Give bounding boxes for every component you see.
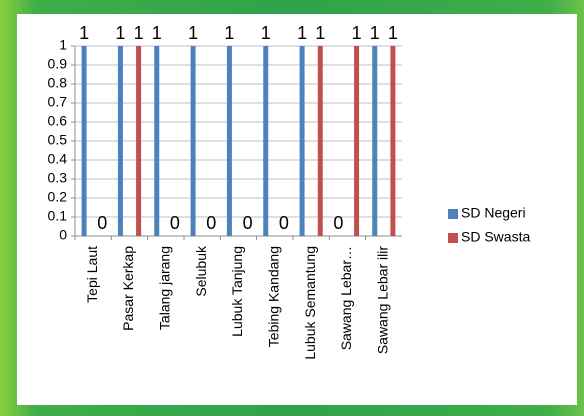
data-label: 1 bbox=[152, 23, 162, 43]
y-tick-label: 0.1 bbox=[48, 208, 68, 224]
x-tick-label: Sawang Lebar… bbox=[338, 246, 354, 350]
bar bbox=[226, 46, 232, 236]
y-tick-label: 0.7 bbox=[48, 94, 68, 110]
data-label: 1 bbox=[261, 23, 271, 43]
y-tick-label: 0.6 bbox=[48, 113, 68, 129]
chart-panel bbox=[17, 14, 577, 405]
data-label: 1 bbox=[134, 23, 144, 43]
legend-swatch bbox=[448, 233, 458, 243]
y-tick-label: 0.4 bbox=[48, 151, 68, 167]
data-label: 1 bbox=[188, 23, 198, 43]
bar bbox=[390, 46, 396, 236]
bar bbox=[354, 46, 360, 236]
x-tick-label: Sawang Lebar ilir bbox=[375, 246, 391, 355]
data-label: 0 bbox=[279, 213, 289, 233]
legend-swatch bbox=[448, 209, 458, 219]
data-label: 0 bbox=[206, 213, 216, 233]
data-label: 0 bbox=[97, 213, 107, 233]
y-tick-label: 0.9 bbox=[48, 56, 68, 72]
data-label: 1 bbox=[297, 23, 307, 43]
data-label: 0 bbox=[170, 213, 180, 233]
x-tick-label: Selubuk bbox=[193, 245, 209, 297]
x-tick-label: Tebing Kandang bbox=[266, 246, 282, 347]
data-label: 1 bbox=[224, 23, 234, 43]
bar bbox=[263, 46, 269, 236]
data-label: 0 bbox=[243, 213, 253, 233]
bar bbox=[81, 46, 87, 236]
legend-label: SD Swasta bbox=[461, 229, 530, 245]
bar bbox=[154, 46, 160, 236]
x-tick-label: Talang jarang bbox=[157, 246, 173, 330]
bar bbox=[190, 46, 196, 236]
y-tick-label: 1 bbox=[59, 37, 67, 53]
y-tick-label: 0.3 bbox=[48, 170, 68, 186]
data-label: 1 bbox=[79, 23, 89, 43]
bar bbox=[299, 46, 305, 236]
data-label: 1 bbox=[115, 23, 125, 43]
bar bbox=[136, 46, 142, 236]
data-label: 1 bbox=[315, 23, 325, 43]
legend-label: SD Negeri bbox=[461, 205, 526, 221]
x-tick-label: Lubuk Tanjung bbox=[229, 246, 245, 337]
x-tick-label: Pasar Kerkap bbox=[120, 246, 136, 331]
y-tick-label: 0.2 bbox=[48, 189, 68, 205]
y-tick-label: 0 bbox=[59, 227, 67, 243]
y-tick-label: 0.5 bbox=[48, 132, 68, 148]
data-label: 0 bbox=[333, 213, 343, 233]
bar bbox=[372, 46, 378, 236]
bar bbox=[117, 46, 123, 236]
y-tick-label: 0.8 bbox=[48, 75, 68, 91]
data-label: 1 bbox=[370, 23, 380, 43]
data-label: 1 bbox=[388, 23, 398, 43]
data-label: 1 bbox=[352, 23, 362, 43]
x-tick-label: Lubuk Semantung bbox=[302, 246, 318, 360]
bar bbox=[317, 46, 323, 236]
x-tick-label: Tepi Laut bbox=[84, 246, 100, 303]
